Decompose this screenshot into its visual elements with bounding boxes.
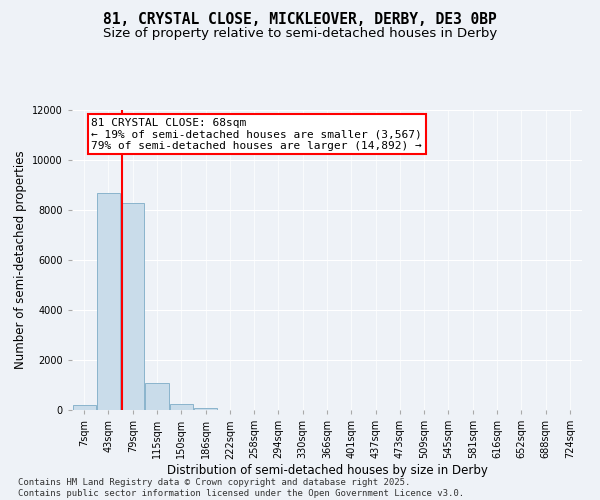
Text: Contains HM Land Registry data © Crown copyright and database right 2025.
Contai: Contains HM Land Registry data © Crown c… <box>18 478 464 498</box>
Bar <box>73 405 95 410</box>
Bar <box>194 408 217 410</box>
Bar <box>170 404 193 410</box>
Bar <box>145 382 169 410</box>
Text: 81 CRYSTAL CLOSE: 68sqm
← 19% of semi-detached houses are smaller (3,567)
79% of: 81 CRYSTAL CLOSE: 68sqm ← 19% of semi-de… <box>91 118 422 150</box>
Text: 81, CRYSTAL CLOSE, MICKLEOVER, DERBY, DE3 0BP: 81, CRYSTAL CLOSE, MICKLEOVER, DERBY, DE… <box>103 12 497 28</box>
Text: Size of property relative to semi-detached houses in Derby: Size of property relative to semi-detach… <box>103 28 497 40</box>
Bar <box>121 202 144 410</box>
X-axis label: Distribution of semi-detached houses by size in Derby: Distribution of semi-detached houses by … <box>167 464 487 477</box>
Bar <box>97 192 120 410</box>
Y-axis label: Number of semi-detached properties: Number of semi-detached properties <box>14 150 26 370</box>
